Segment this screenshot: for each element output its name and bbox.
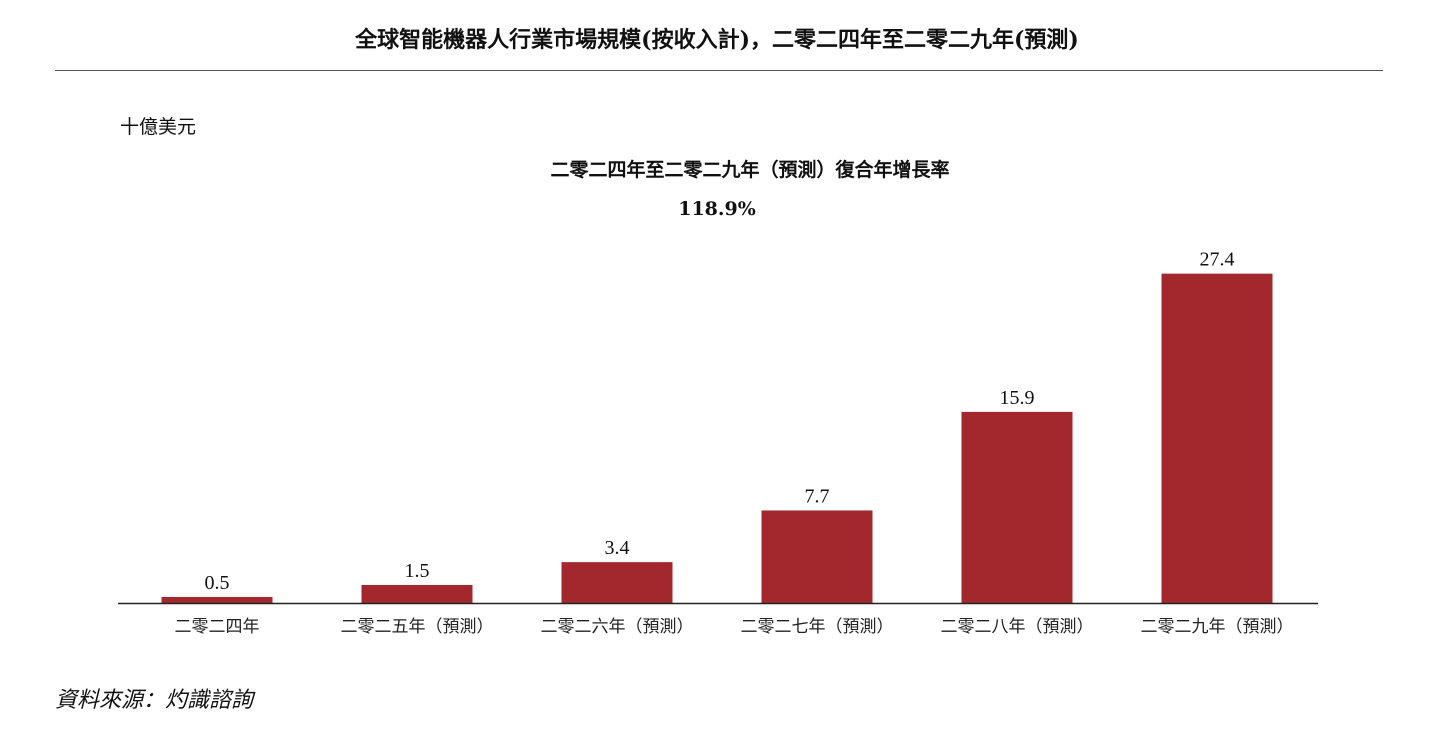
bar	[961, 411, 1073, 603]
data-label: 0.5	[205, 572, 230, 594]
unit-label: 十億美元	[120, 116, 197, 138]
data-label: 1.5	[405, 560, 430, 582]
data-label: 3.4	[605, 537, 630, 559]
cagr-value: 118.9%	[678, 198, 756, 220]
x-tick-label: 二零二五年（預測）	[341, 617, 494, 636]
data-label: 7.7	[805, 485, 830, 507]
bar	[761, 510, 873, 603]
x-tick-label: 二零二四年	[175, 617, 260, 636]
x-tick-label: 二零二八年（預測）	[941, 617, 1094, 636]
source-note: 資料來源：灼識諮詢	[55, 688, 254, 713]
cagr-label: 二零二四年至二零二九年（預測）復合年增長率	[550, 159, 950, 181]
x-tick-label: 二零二六年（預測）	[541, 617, 694, 636]
bar	[361, 584, 473, 603]
bar	[1161, 273, 1273, 603]
data-label: 15.9	[1000, 387, 1035, 409]
title-divider	[55, 70, 1383, 71]
bar	[561, 562, 673, 603]
x-tick-label: 二零二九年（預測）	[1141, 617, 1294, 636]
chart-title: 全球智能機器人行業市場規模(按收入計)，二零二四年至二零二九年(預測)	[355, 27, 1079, 53]
x-tick-label: 二零二七年（預測）	[741, 617, 894, 636]
data-label: 27.4	[1200, 249, 1235, 271]
bar	[161, 596, 273, 603]
